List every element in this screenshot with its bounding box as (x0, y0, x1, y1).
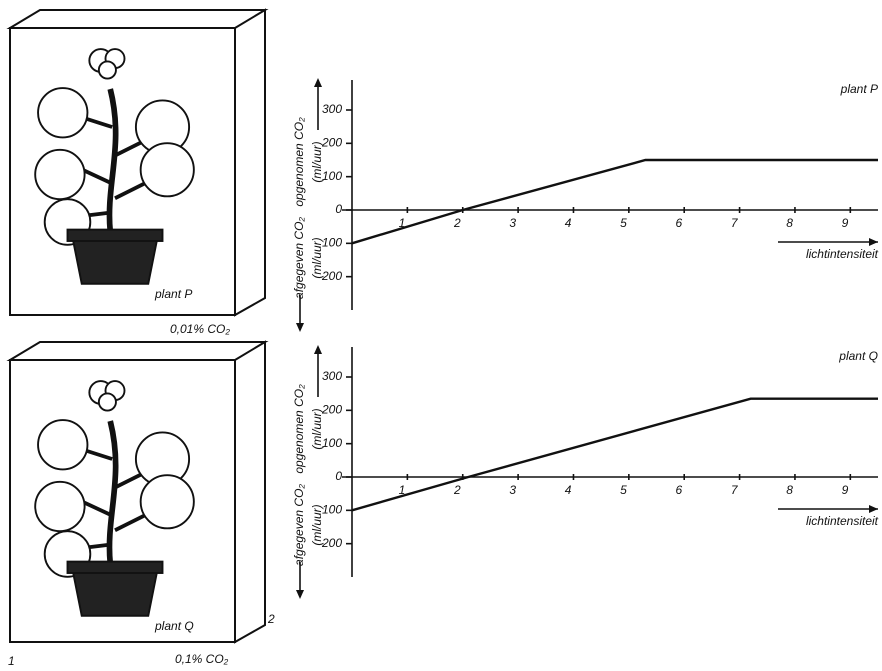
chart-title: plant Q (838, 349, 878, 363)
figure-number: 1 (8, 654, 15, 668)
panel-condition: 0,01% CO₂ (170, 322, 230, 336)
x-tick-label: 5 (620, 216, 627, 230)
y-tick-label: 0 (335, 202, 342, 216)
y-tick-label: 100 (322, 169, 342, 183)
y-arrowhead (314, 78, 322, 87)
y-tick-label: 300 (322, 102, 342, 116)
y-tick-label: 300 (322, 369, 342, 383)
x-tick-label: 6 (676, 483, 683, 497)
x-tick-label: 3 (509, 483, 516, 497)
y-axis-label: (ml/uur) (310, 408, 324, 449)
figure-number: 2 (267, 612, 275, 626)
x-tick-label: 4 (565, 483, 572, 497)
x-axis-label: lichtintensiteit (806, 514, 879, 528)
panel-label: plant P (154, 287, 192, 301)
y-axis-label: afgegeven CO₂ (292, 484, 306, 566)
box-q: plant Q 0,1% CO₂ (10, 342, 265, 666)
y-arrowhead (314, 345, 322, 354)
x-tick-label: 8 (786, 216, 793, 230)
x-tick-label: 3 (509, 216, 516, 230)
figure: plant P 0,01% CO₂ plant Q 0,1% CO₂ 1 2 3… (0, 0, 882, 671)
x-tick-label: 5 (620, 483, 627, 497)
x-tick-label: 8 (786, 483, 793, 497)
x-tick-label: 2 (453, 216, 461, 230)
y-tick-label: 100 (322, 436, 342, 450)
box-p: plant P 0,01% CO₂ (10, 10, 265, 336)
y-tick-label: 0 (335, 469, 342, 483)
x-arrowhead (869, 238, 878, 246)
x-tick-label: 9 (842, 216, 849, 230)
x-tick-label: 7 (731, 216, 739, 230)
x-tick-label: 7 (731, 483, 739, 497)
y-axis-label: opgenomen CO₂ (292, 117, 306, 207)
data-line (352, 399, 878, 511)
y-axis-label: (ml/uur) (310, 237, 324, 278)
y-arrowhead (296, 323, 304, 332)
x-tick-label: 9 (842, 483, 849, 497)
y-axis-label: (ml/uur) (310, 141, 324, 182)
x-axis-label: lichtintensiteit (806, 247, 879, 261)
y-axis-label: afgegeven CO₂ (292, 217, 306, 299)
x-tick-label: 4 (565, 216, 572, 230)
chart-title: plant P (840, 82, 878, 96)
panel-condition: 0,1% CO₂ (175, 652, 229, 666)
data-line (352, 160, 878, 243)
y-axis-label: (ml/uur) (310, 504, 324, 545)
x-tick-label: 2 (453, 483, 461, 497)
x-tick-label: 6 (676, 216, 683, 230)
y-tick-label: 100 (322, 503, 342, 517)
x-arrowhead (869, 505, 878, 513)
y-arrowhead (296, 590, 304, 599)
y-tick-label: 100 (322, 236, 342, 250)
panel-label: plant Q (154, 619, 194, 633)
y-axis-label: opgenomen CO₂ (292, 384, 306, 474)
